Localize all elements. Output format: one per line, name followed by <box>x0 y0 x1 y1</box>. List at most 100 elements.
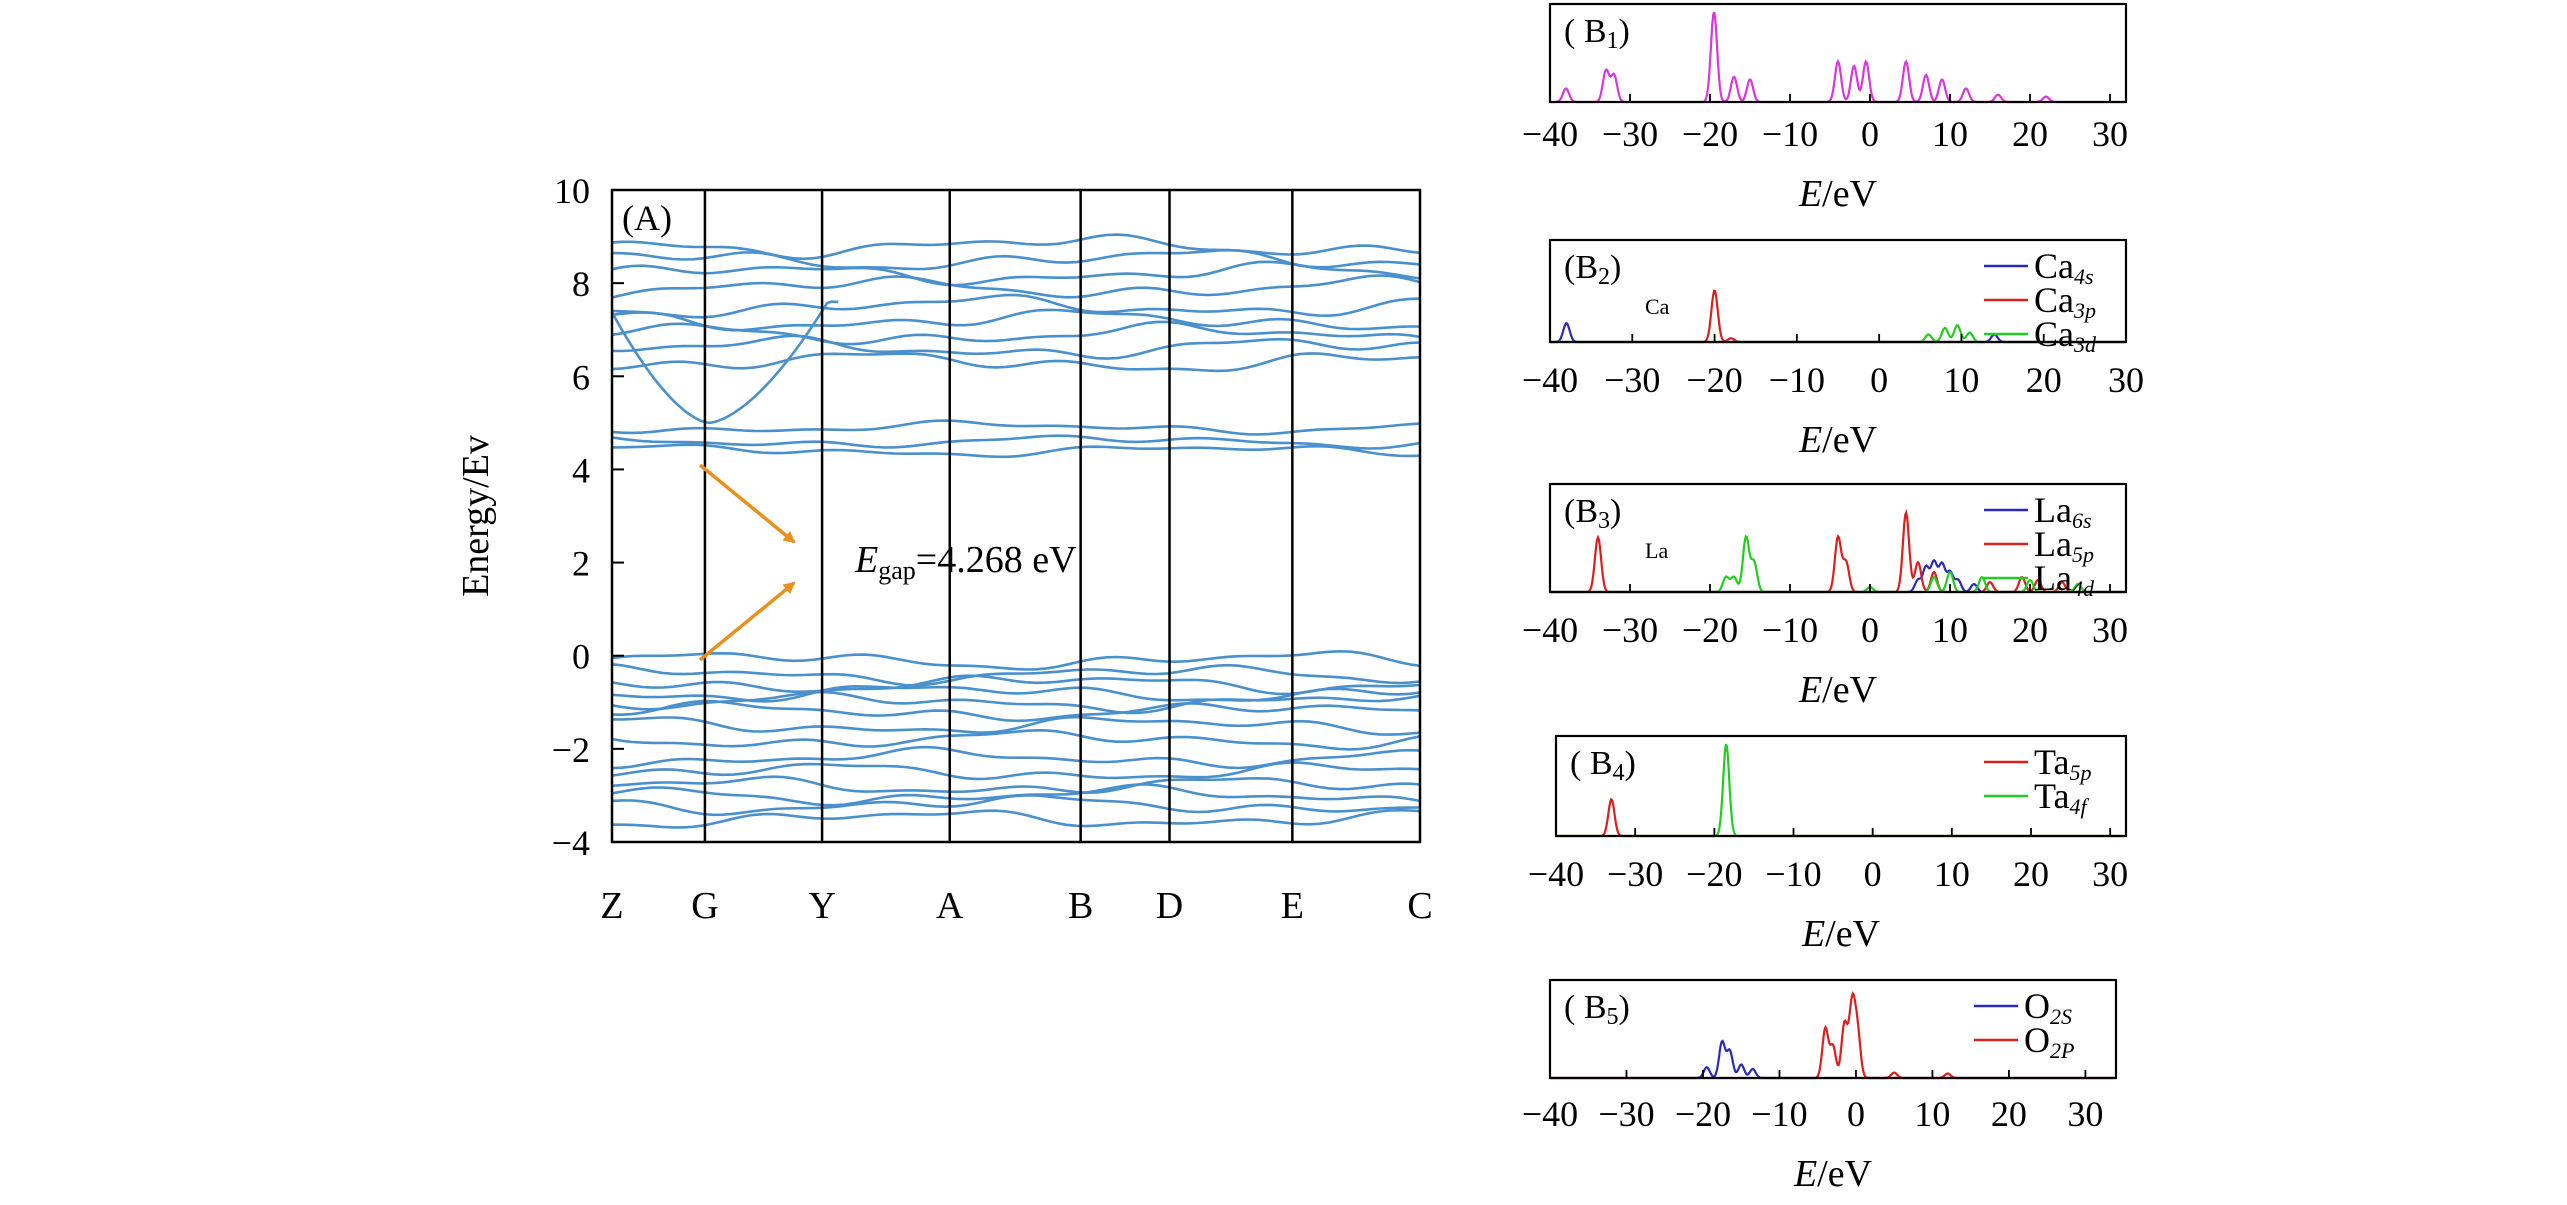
dos-frame <box>1548 482 2128 594</box>
dos-tick-label: 20 <box>2012 610 2048 650</box>
dos-tick-label: −30 <box>1604 360 1660 400</box>
dos-tick-label: 0 <box>1861 610 1879 650</box>
band-line <box>611 699 1421 723</box>
panel-a-label: (A) <box>622 198 672 238</box>
band-line <box>611 274 1421 299</box>
band-line <box>611 308 1420 332</box>
dos-tick-label: −10 <box>1762 610 1818 650</box>
band-line <box>611 745 1421 770</box>
dos-tick-label: −10 <box>1751 1094 1807 1134</box>
dos-tick-label: −20 <box>1686 854 1742 894</box>
band-line <box>611 233 1421 261</box>
dos-tick-label: −10 <box>1765 854 1821 894</box>
k-point-label: E <box>1281 885 1304 927</box>
dos-axis-label: E/eV <box>1793 1153 1873 1195</box>
band-line <box>611 775 1421 795</box>
legend-label: Ca3p <box>2034 280 2096 323</box>
dos-panel-label: (B3) <box>1564 493 1621 534</box>
dos-tick-label: −20 <box>1675 1094 1731 1134</box>
energy-tick-label: 4 <box>572 450 590 490</box>
dispersive-band <box>610 300 839 425</box>
band-plot-frame <box>610 188 1422 844</box>
dos-tick-label: −30 <box>1598 1094 1654 1134</box>
dos-tick-label: −10 <box>1762 114 1818 154</box>
dos-tick-label: 10 <box>1932 610 1968 650</box>
k-point-label: Y <box>808 885 835 927</box>
band-line <box>611 674 1421 696</box>
band-lines <box>610 233 1421 829</box>
dos-axis-label: E/eV <box>1798 419 1878 461</box>
energy-axis-label: Energy/Ev <box>455 435 497 597</box>
dos-tick-label: −40 <box>1528 854 1584 894</box>
dos-panel-label: ( B1) <box>1564 13 1630 54</box>
band-line <box>611 434 1421 450</box>
band-line <box>611 260 1421 287</box>
dos-tick-label: −20 <box>1682 114 1738 154</box>
energy-tick-label: −4 <box>552 823 590 863</box>
k-point-label: C <box>1407 885 1432 927</box>
dos-tick-label: −20 <box>1682 610 1738 650</box>
dos-tick-label: −40 <box>1522 360 1578 400</box>
band-line <box>611 248 1421 271</box>
band-line <box>611 352 1421 373</box>
legend-label: Ta5p <box>2034 742 2091 785</box>
band-line <box>611 293 1421 319</box>
dos-tick-label: 30 <box>2108 360 2144 400</box>
legend-label: Ta4f <box>2034 776 2089 819</box>
band-line <box>611 649 1421 671</box>
dos-element-label: La <box>1645 538 1668 563</box>
legend-label: Ca3d <box>2034 314 2097 357</box>
dos-tick-label: 30 <box>2092 854 2128 894</box>
k-point-label: G <box>691 885 718 927</box>
dos-frame <box>1548 2 2128 104</box>
band-line <box>611 808 1421 829</box>
dos-panels: −40 −30 −20 −10 0 10 20 30 E/eV ( B1) −40 −30 −20 −10… <box>1522 2 2144 1195</box>
energy-tick-label: 8 <box>572 264 590 304</box>
legend-label: La4d <box>2034 558 2095 601</box>
band-line <box>612 715 1421 736</box>
dos-tick-label: 10 <box>1932 114 1968 154</box>
dos-panel-b2: −40 −30 −20 −10 0 10 20 30 E/eV (B2) Ca Ca4sCa3pCa3… <box>1522 238 2144 461</box>
dos-tick-label: 30 <box>2092 114 2128 154</box>
band-line <box>611 794 1421 817</box>
dos-tick-label: 10 <box>1914 1094 1950 1134</box>
legend-label: O2S <box>2024 986 2072 1029</box>
energy-tick-label: 2 <box>572 544 590 584</box>
dos-panel-label: ( B4) <box>1570 745 1636 786</box>
k-point-label: Z <box>600 885 623 927</box>
k-point-label: D <box>1156 885 1183 927</box>
dos-tick-label: 10 <box>1943 360 1979 400</box>
band-line <box>611 419 1421 436</box>
dos-panel-label: ( B5) <box>1564 989 1630 1030</box>
dos-panel-b1: −40 −30 −20 −10 0 10 20 30 E/eV ( B1) <box>1522 2 2128 215</box>
dos-element-label: Ca <box>1645 294 1670 319</box>
dos-frame <box>1548 978 2118 1080</box>
band-line <box>611 443 1421 459</box>
band-line <box>611 662 1421 687</box>
band-line <box>611 690 1421 715</box>
band-line <box>611 334 1421 360</box>
energy-tick-label: −2 <box>552 730 590 770</box>
band-gap-label: Egap=4.268 eV <box>854 539 1077 585</box>
dos-tick-label: 30 <box>2092 610 2128 650</box>
legend-label: O2P <box>2024 1020 2074 1063</box>
legend-label: Ca4s <box>2034 246 2094 289</box>
dos-axis-label: E/eV <box>1801 913 1881 955</box>
dos-axis-label: E/eV <box>1798 173 1878 215</box>
dos-tick-label: 20 <box>2026 360 2062 400</box>
dos-tick-label: −40 <box>1522 1094 1578 1134</box>
dos-frame <box>1554 734 2128 838</box>
dos-curve <box>1550 11 2126 104</box>
dos-tick-label: −30 <box>1602 114 1658 154</box>
energy-tick-label: 6 <box>572 357 590 397</box>
k-point-lines <box>703 190 1294 842</box>
energy-tick-label: 10 <box>554 171 590 211</box>
band-structure-panel: −4 −2 0 2 4 6 8 10 Z G Y A B D E C (A) Energy/Ev Egap=… <box>455 171 1433 927</box>
dos-panel-label: (B2) <box>1564 249 1621 290</box>
legend-label: La5p <box>2034 524 2094 567</box>
dos-tick-label: 20 <box>2013 854 2049 894</box>
